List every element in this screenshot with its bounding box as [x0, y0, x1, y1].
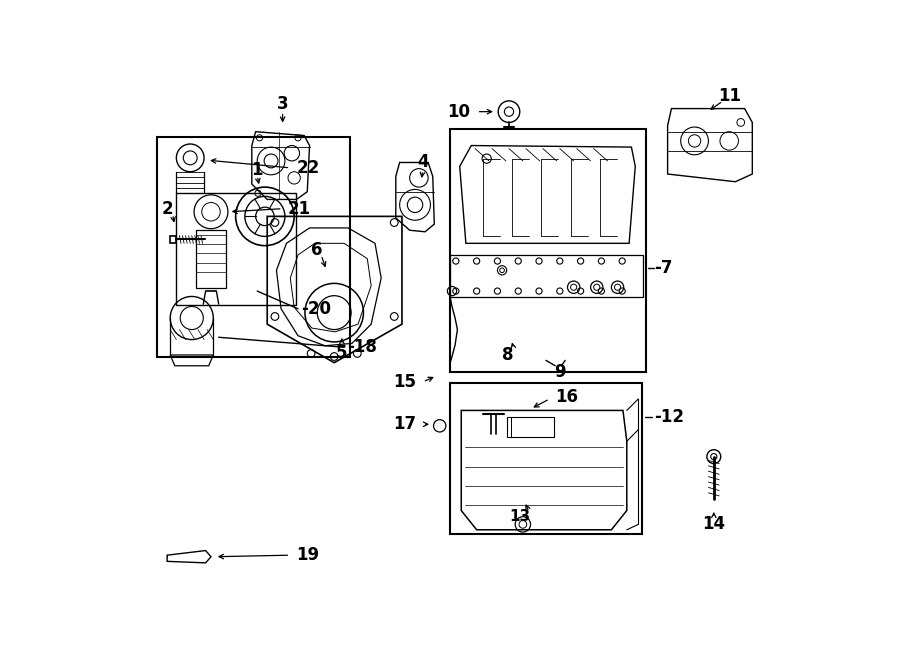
- Text: 15: 15: [393, 373, 417, 391]
- Bar: [176, 193, 296, 305]
- Text: 9: 9: [554, 363, 565, 381]
- Text: 8: 8: [501, 346, 513, 364]
- Text: 5: 5: [337, 344, 347, 362]
- Text: 4: 4: [417, 153, 428, 171]
- Text: 3: 3: [277, 95, 288, 113]
- Text: -7: -7: [653, 259, 672, 277]
- Text: 10: 10: [447, 102, 471, 121]
- Text: 11: 11: [717, 87, 741, 105]
- Text: 21: 21: [288, 200, 311, 217]
- Text: 13: 13: [509, 509, 530, 524]
- Text: 1: 1: [251, 161, 263, 179]
- Text: -20: -20: [302, 300, 331, 318]
- Bar: [450, 130, 646, 372]
- Text: 16: 16: [555, 387, 578, 406]
- Text: 19: 19: [296, 546, 319, 564]
- Text: 2: 2: [161, 200, 173, 217]
- Bar: [450, 383, 643, 533]
- Text: 22: 22: [296, 159, 320, 177]
- Text: 17: 17: [393, 415, 417, 433]
- Text: 6: 6: [310, 241, 322, 259]
- Text: -12: -12: [653, 408, 684, 426]
- Text: -18: -18: [347, 338, 377, 356]
- Bar: [158, 137, 349, 356]
- Text: 14: 14: [702, 516, 725, 533]
- Bar: [195, 230, 227, 288]
